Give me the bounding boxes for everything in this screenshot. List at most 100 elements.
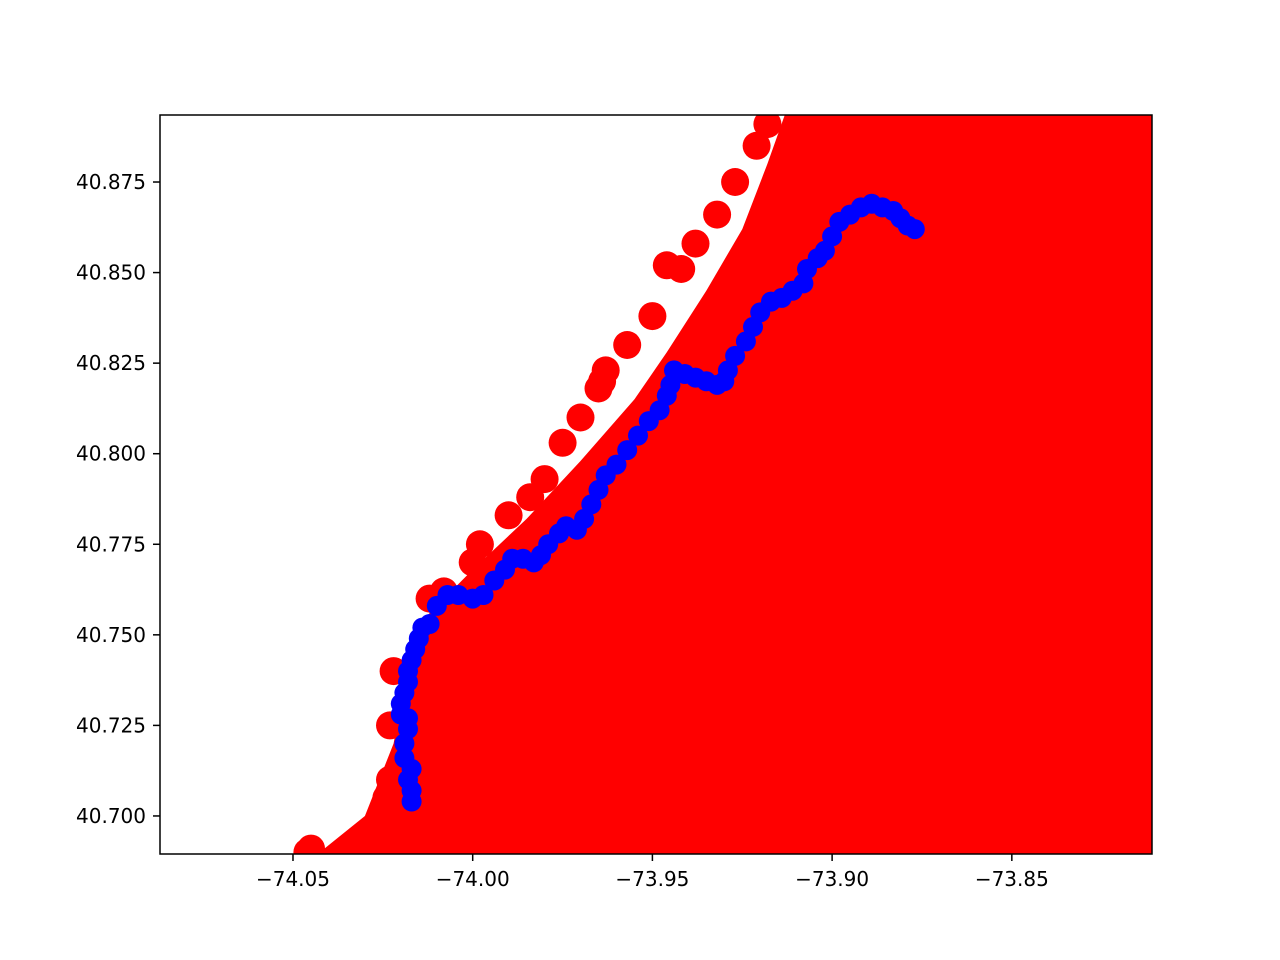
scatter-point — [872, 468, 900, 497]
scatter-point — [494, 773, 523, 801]
x-tick-label: −73.90 — [795, 867, 869, 891]
scatter-point — [1105, 490, 1134, 519]
scatter-point — [969, 149, 998, 178]
series-density-area — [317, 115, 1152, 854]
scatter-point — [584, 693, 613, 722]
scatter-point — [1069, 149, 1098, 178]
scatter-point — [1069, 367, 1098, 396]
scatter-point — [742, 131, 771, 160]
x-tick-label: −74.00 — [436, 867, 510, 891]
scatter-point — [530, 566, 559, 595]
scatter-point — [1033, 562, 1062, 591]
scatter-point — [297, 834, 325, 854]
scatter-point — [566, 783, 595, 812]
scatter-point — [602, 548, 631, 577]
scatter-point — [1015, 704, 1044, 733]
scatter-point — [976, 736, 1005, 765]
scatter-point — [692, 722, 721, 751]
scatter-point — [721, 168, 750, 196]
scatter-point — [588, 367, 617, 396]
plot-frame — [159, 114, 1153, 855]
y-tick-label: 40.825 — [76, 351, 146, 375]
x-axis: −74.05 −74.00 −73.95 −73.90 −73.85 — [256, 854, 1049, 891]
scatter-point — [1033, 490, 1062, 519]
scatter-point — [710, 457, 739, 486]
scatter-point — [1051, 595, 1080, 624]
scatter-point — [818, 548, 847, 577]
scatter-point — [807, 115, 836, 139]
scatter-point — [746, 729, 775, 758]
x-tick-label: −73.85 — [975, 867, 1049, 891]
scatter-point — [1069, 657, 1098, 686]
scatter-point — [494, 657, 523, 686]
scatter-point — [681, 229, 710, 258]
scatter-point — [1116, 320, 1145, 349]
scatter-point — [336, 838, 365, 854]
scatter-point — [890, 425, 918, 454]
data-layer — [293, 115, 1152, 854]
scatter-point — [782, 512, 811, 541]
scatter-point — [818, 497, 847, 526]
scatter-point — [656, 541, 685, 570]
scatter-point — [890, 548, 918, 577]
scatter-point — [494, 501, 523, 530]
scatter-point — [925, 812, 954, 841]
scatter-point — [710, 802, 739, 830]
y-tick-label: 40.850 — [76, 261, 146, 285]
scatter-point — [997, 638, 1026, 667]
scatter-point — [925, 620, 954, 649]
scatter-point — [1033, 128, 1062, 157]
scatter-point — [890, 490, 918, 519]
scatter-point — [1023, 465, 1051, 494]
scatter-point — [1105, 693, 1134, 722]
scatter-point — [473, 585, 494, 605]
scatter-point — [419, 614, 440, 634]
scatter-point — [925, 124, 954, 153]
scatter-point — [617, 440, 638, 461]
scatter-point — [764, 530, 793, 559]
scatter-point — [703, 200, 732, 229]
scatter-point — [836, 120, 865, 149]
scatter-point — [997, 548, 1026, 577]
scatter-point — [746, 497, 775, 526]
scatter-point — [890, 754, 918, 783]
scatter-point — [376, 765, 404, 794]
scatter-point — [710, 519, 739, 548]
scatter-point — [613, 331, 642, 359]
scatter-point — [667, 255, 696, 283]
scatter-point — [1033, 418, 1062, 446]
scatter-point — [1069, 802, 1098, 830]
y-tick-label: 40.875 — [76, 170, 146, 194]
scatter-point — [1134, 258, 1152, 287]
scatter-point — [440, 758, 469, 787]
scatter-point — [997, 115, 1026, 142]
scatter-point — [753, 115, 782, 139]
y-tick-label: 40.800 — [76, 442, 146, 466]
scatter-point — [606, 454, 627, 475]
scatter-point — [836, 744, 865, 772]
scatter-point — [458, 638, 487, 667]
scatter-point — [782, 812, 811, 841]
scatter-point — [800, 736, 829, 765]
scatter-point — [854, 820, 883, 849]
y-tick-label: 40.700 — [76, 804, 146, 828]
scatter-point — [1123, 403, 1152, 432]
scatter-point — [782, 421, 811, 450]
scatter-point — [1094, 396, 1123, 425]
scatter-point — [628, 425, 648, 446]
scatter-point — [961, 566, 990, 595]
scatter-point — [1048, 711, 1077, 740]
scatter-point — [638, 794, 667, 823]
y-tick-label: 40.775 — [76, 532, 146, 556]
y-tick-label: 40.750 — [76, 623, 146, 647]
scatter-point — [548, 428, 577, 457]
scatter-point — [1123, 186, 1152, 215]
scatter-point — [638, 302, 667, 331]
series-1 — [390, 193, 925, 812]
scatter-point — [1105, 287, 1134, 316]
scatter-point — [904, 219, 925, 240]
scatter-point — [440, 620, 469, 649]
scatter-point — [879, 120, 908, 149]
y-tick-label: 40.725 — [76, 713, 146, 737]
